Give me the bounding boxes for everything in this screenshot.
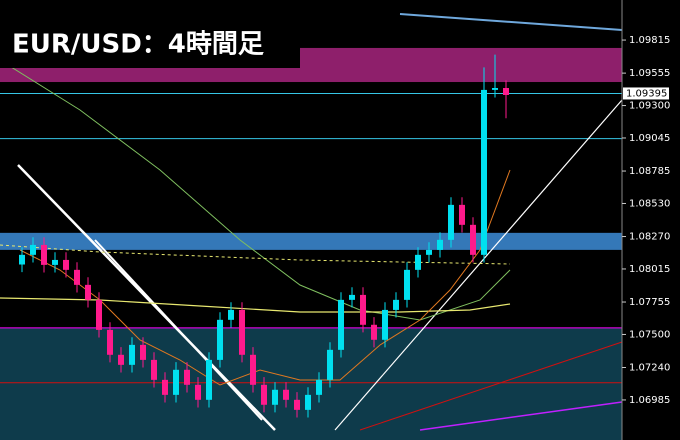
candle-body	[448, 204, 454, 240]
candle-body	[74, 269, 80, 285]
candle-body	[151, 359, 157, 380]
candle-body	[503, 88, 509, 95]
y-tick-label: 1.07240	[629, 363, 670, 374]
y-tick-label: 1.09300	[629, 101, 670, 112]
candle-body	[250, 354, 256, 385]
candle-body	[261, 384, 267, 405]
chart-title: EUR/USD：4時間足	[12, 30, 264, 60]
candle-body	[184, 369, 190, 385]
candle-body	[140, 344, 146, 360]
y-tick-label: 1.09555	[629, 68, 670, 79]
candle-body	[426, 249, 432, 255]
candle-body	[415, 254, 421, 270]
candle-body	[107, 329, 113, 355]
candle-body	[30, 244, 36, 255]
moving-average	[0, 59, 511, 321]
candle-body	[129, 344, 135, 365]
candle-body	[52, 259, 58, 265]
y-tick-label: 1.07500	[629, 329, 670, 340]
candle-body	[382, 309, 388, 340]
trend-line	[399, 13, 623, 31]
trend-line	[359, 341, 623, 431]
candle-body	[404, 269, 410, 300]
candle-body	[437, 239, 443, 250]
trend-line	[17, 164, 276, 431]
y-tick-label: 1.08015	[629, 264, 670, 275]
candle-body	[162, 379, 168, 395]
current-price-label: 1.09395	[626, 88, 667, 99]
candle-body	[294, 399, 300, 410]
candle-body	[96, 299, 102, 330]
title-box	[0, 22, 300, 68]
candle-body	[118, 354, 124, 365]
candle-body	[19, 254, 25, 265]
zone	[0, 232, 622, 250]
indicator-lines	[0, 13, 623, 431]
candle-body	[360, 294, 366, 325]
candle-body	[41, 244, 47, 265]
candle-body	[481, 89, 487, 255]
y-tick-label: 1.09815	[629, 35, 670, 46]
moving-average	[19, 169, 511, 386]
y-tick-label: 1.09045	[629, 133, 670, 144]
y-tick-label: 1.07755	[629, 297, 670, 308]
trend-line	[419, 401, 623, 431]
candle-body	[272, 389, 278, 405]
current-price-box	[623, 87, 669, 100]
candle-body	[85, 284, 91, 300]
candle-body	[206, 359, 212, 400]
candle-body	[283, 389, 289, 400]
y-tick-label: 1.08530	[629, 198, 670, 209]
candle-body	[228, 309, 234, 320]
y-tick-label: 1.08270	[629, 232, 670, 243]
candle-body	[305, 394, 311, 410]
candle-body	[338, 299, 344, 350]
candle-body	[63, 259, 69, 270]
y-tick-label: 1.06985	[629, 395, 670, 406]
candle-body	[217, 319, 223, 360]
candle-body	[327, 349, 333, 380]
candle-body	[195, 384, 201, 400]
trend-line	[94, 239, 263, 421]
zone	[0, 327, 622, 440]
y-tick-label: 1.08785	[629, 166, 670, 177]
candle-body	[459, 204, 465, 225]
candle-body	[470, 224, 476, 255]
candle-body	[173, 369, 179, 395]
candle-body	[316, 379, 322, 395]
trend-line	[334, 99, 623, 431]
candle-body	[393, 299, 399, 310]
candle-body	[492, 88, 498, 90]
candle-body	[239, 309, 245, 355]
candle-body	[371, 324, 377, 340]
candle-body	[349, 294, 355, 300]
